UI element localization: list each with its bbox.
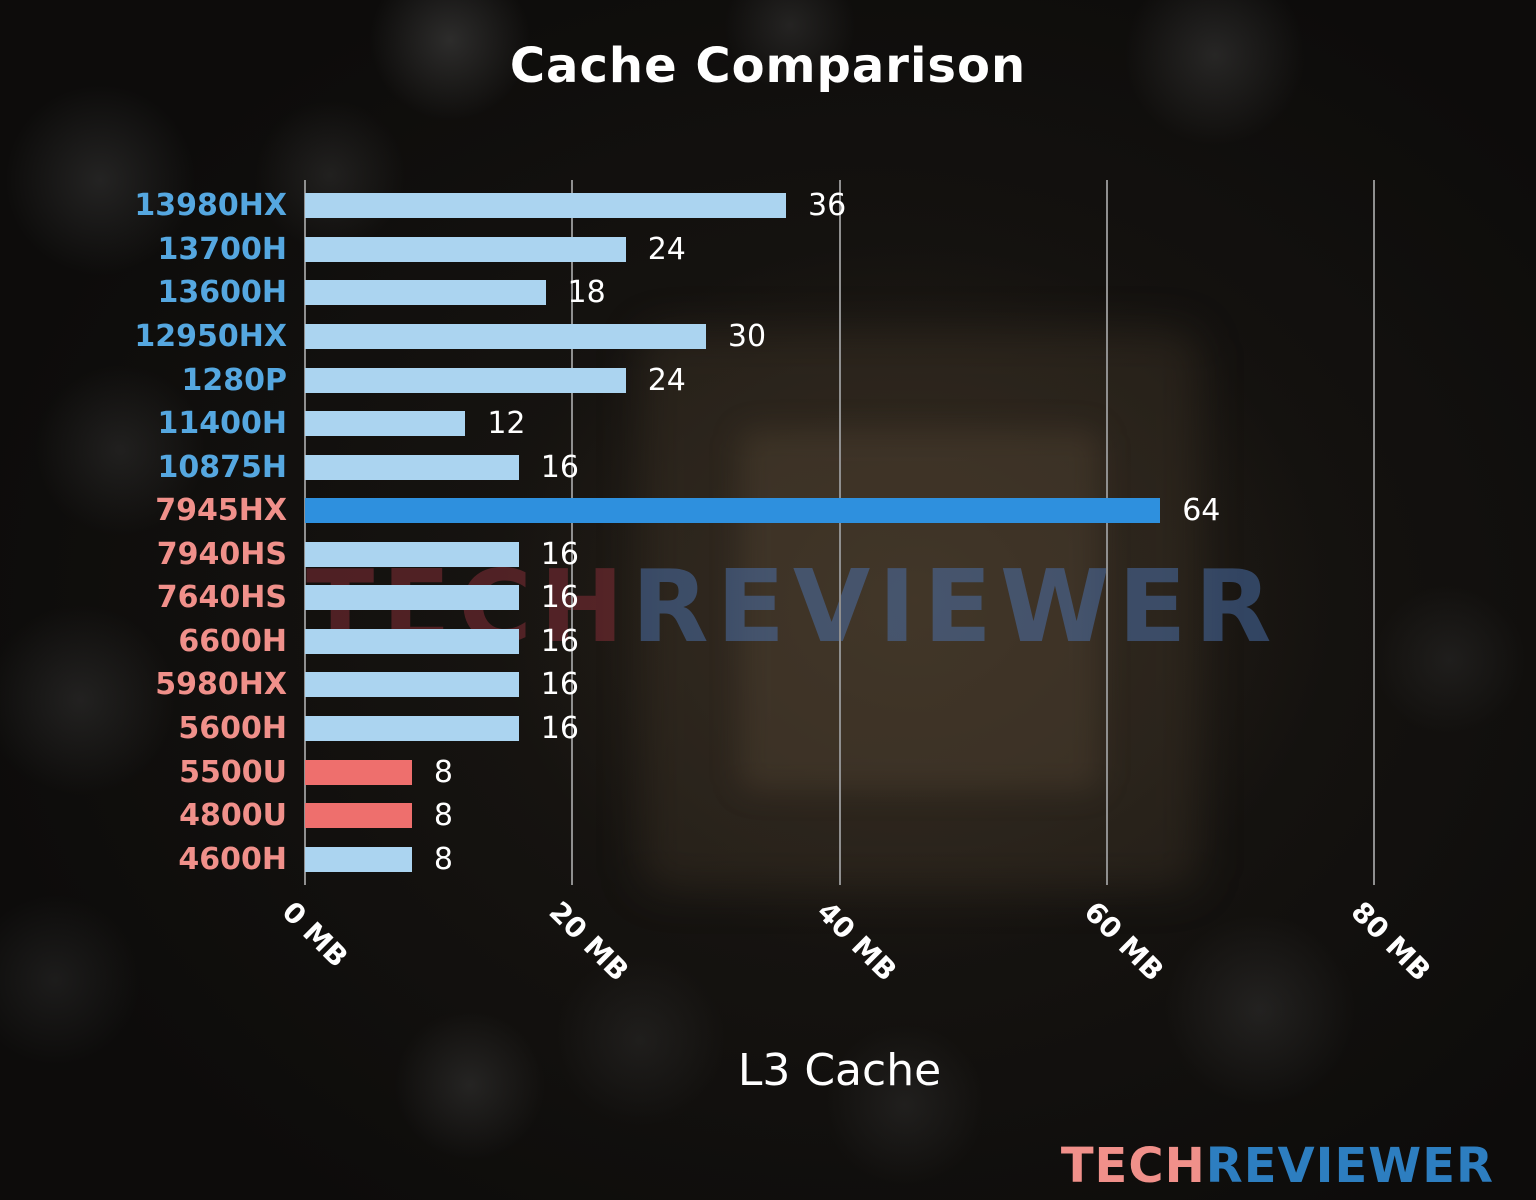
- gridline: [838, 180, 841, 885]
- x-tick-label: 40 MB: [810, 895, 903, 988]
- value-label: 30: [727, 318, 767, 354]
- value-label: 18: [567, 275, 606, 311]
- gridline: [304, 180, 306, 885]
- bar-row: 5600H 16: [178, 707, 1374, 751]
- chart-title: Cache Comparison: [509, 38, 1027, 94]
- category-label: 7640HS: [156, 580, 287, 616]
- bar: [305, 367, 626, 393]
- category-label: 5600H: [178, 711, 287, 747]
- bar: [305, 585, 519, 611]
- value-label: 16: [540, 449, 579, 485]
- value-label: 36: [808, 188, 847, 224]
- value-label: 16: [540, 711, 579, 747]
- site-logo-reviewer: REVIEWER: [1205, 1138, 1494, 1194]
- x-tick-label: 0 MB: [275, 895, 355, 974]
- value-label: 64: [1182, 493, 1221, 529]
- bar: [305, 846, 412, 872]
- category-label: 5980HX: [155, 667, 287, 703]
- bar-row: 13980HX 36: [134, 184, 1374, 228]
- bar-row: 5500U 8: [179, 750, 1374, 794]
- value-label: 16: [540, 580, 579, 616]
- bar-row: 4600H 8: [178, 837, 1374, 881]
- x-tick-label: 60 MB: [1077, 895, 1170, 988]
- category-label: 4800U: [179, 798, 287, 834]
- bar-rows: 13980HX 36 13700H 24 13600H 18 12950HX 30 1280P 2…: [134, 180, 1374, 885]
- value-label: 12: [487, 406, 526, 442]
- bar: [305, 193, 787, 219]
- value-label: 8: [433, 754, 453, 790]
- bar-row: 6600H 16: [178, 620, 1374, 664]
- bar-row: 7640HS 16: [157, 576, 1374, 620]
- bar: [305, 672, 519, 698]
- bar: [305, 454, 519, 480]
- bar-row: 11400H 12: [158, 402, 1374, 446]
- bar: [305, 716, 519, 742]
- x-axis-label: L3 Cache: [737, 1045, 942, 1096]
- bar: [305, 541, 519, 567]
- gridline: [1105, 180, 1108, 885]
- bar-row: 5980HX 16: [155, 663, 1374, 707]
- site-logo-tech: TECH: [1060, 1138, 1206, 1194]
- gridline: [1373, 180, 1375, 885]
- category-label: 5500U: [179, 754, 287, 790]
- watermark-reviewer: REVIEWER: [631, 548, 1280, 665]
- category-label: 6600H: [178, 623, 287, 659]
- value-label: 24: [647, 231, 686, 267]
- x-tick-label: 20 MB: [542, 895, 636, 988]
- category-label: 4600H: [178, 841, 287, 877]
- bar-row: 7945HX 64: [155, 489, 1374, 533]
- bar: [305, 411, 466, 437]
- category-label: 10875H: [157, 449, 287, 485]
- category-label: 12950HX: [134, 318, 287, 354]
- category-label: 13980HX: [134, 188, 287, 224]
- bar-row: 10875H 16: [158, 445, 1374, 489]
- gridline: [571, 180, 574, 885]
- bar: [305, 628, 519, 654]
- value-label: 16: [540, 667, 579, 703]
- value-label: 8: [433, 841, 453, 877]
- plot-area: 13980HX 36 13700H 24 13600H 18 12950HX 30 1280P 2…: [134, 180, 1375, 885]
- bar: [305, 280, 546, 306]
- bar-row: 13600H 18: [158, 271, 1374, 315]
- bar: [305, 498, 1161, 524]
- value-label: 8: [433, 798, 453, 834]
- category-label: 7945HX: [155, 493, 287, 529]
- bar: [305, 236, 626, 262]
- category-label: 13700H: [157, 231, 287, 267]
- category-label: 1280P: [181, 362, 287, 398]
- gridlines: [304, 180, 1375, 885]
- bar: [305, 803, 412, 829]
- bar-row: 7940HS 16: [157, 533, 1374, 577]
- bar-row: 13700H 24: [158, 228, 1374, 272]
- bar-row: 1280P 24: [182, 358, 1374, 402]
- category-label: 7940HS: [156, 536, 287, 572]
- site-logo: TECHREVIEWER: [1061, 1138, 1494, 1194]
- category-label: 11400H: [157, 406, 287, 442]
- value-label: 24: [647, 362, 686, 398]
- value-label: 16: [540, 536, 579, 572]
- category-label: 13600H: [157, 275, 287, 311]
- bar-row: 12950HX 30: [134, 315, 1374, 359]
- cpu-photo-blob-inner: [740, 430, 1100, 790]
- x-tick-label: 80 MB: [1344, 895, 1438, 988]
- bar: [305, 323, 706, 349]
- value-label: 16: [540, 623, 579, 659]
- bar: [305, 759, 412, 785]
- bar-row: 4800U 8: [179, 794, 1374, 838]
